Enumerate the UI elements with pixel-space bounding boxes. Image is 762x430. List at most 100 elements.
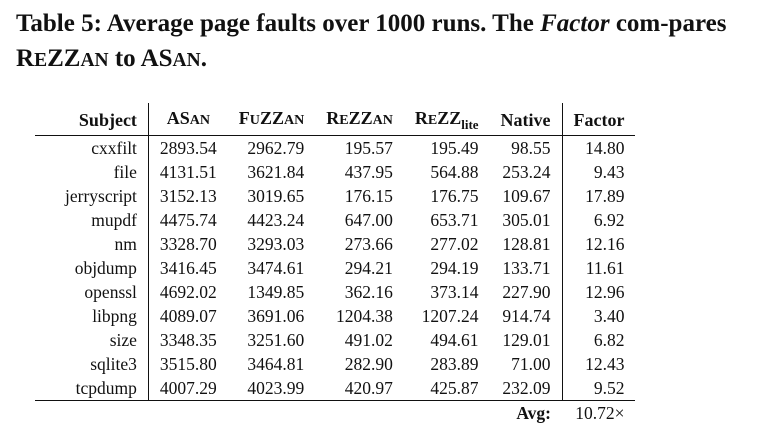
header-factor: Factor xyxy=(561,103,636,136)
cell-native: 305.01 xyxy=(502,210,551,230)
table-row: openssl 4692.02 1349.85 362.16 373.14 227.90 1… xyxy=(35,280,636,304)
header-rezzan: REZZAN xyxy=(326,108,393,128)
caption-rezzan: REZZAN xyxy=(16,45,109,72)
caption-text-middle: com-pares xyxy=(615,10,727,37)
table-row: size 3348.35 3251.60 491.02 494.61 129.01 6.82 xyxy=(35,328,636,352)
cell-subject: cxxfilt xyxy=(35,135,149,160)
cell-fuzzan: 3251.60 xyxy=(247,330,305,350)
cell-rezz-lite: 653.71 xyxy=(430,210,479,230)
cell-native: 253.24 xyxy=(502,162,551,182)
cell-asan: 3416.45 xyxy=(159,258,217,278)
header-subject: Subject xyxy=(35,103,149,136)
table-row: mupdf 4475.74 4423.24 647.00 653.71 305.01 6.9… xyxy=(35,208,636,232)
cell-subject: file xyxy=(35,160,149,184)
cell-rezz-lite: 283.89 xyxy=(430,354,479,374)
cell-rezzan: 176.15 xyxy=(344,186,393,206)
cell-subject: nm xyxy=(35,232,149,256)
cell-rezzan: 282.90 xyxy=(344,354,393,374)
cell-subject: sqlite3 xyxy=(35,352,149,376)
cell-factor: 12.43 xyxy=(561,352,636,376)
average-row: Avg: 10.72× xyxy=(35,401,635,426)
table-row: jerryscript 3152.13 3019.65 176.15 176.75 109… xyxy=(35,184,636,208)
cell-fuzzan: 3691.06 xyxy=(247,306,305,326)
cell-native: 232.09 xyxy=(502,378,551,398)
cell-rezz-lite: 425.87 xyxy=(430,378,479,398)
cell-asan: 3328.70 xyxy=(159,234,217,254)
cell-rezzan: 294.21 xyxy=(344,258,393,278)
cell-asan: 3152.13 xyxy=(159,186,217,206)
cell-factor: 17.89 xyxy=(561,184,636,208)
average-label: Avg: xyxy=(516,403,552,423)
cell-subject: mupdf xyxy=(35,208,149,232)
table-row: cxxfilt 2893.54 2962.79 195.57 195.49 98.55 14… xyxy=(35,135,636,160)
cell-asan: 4131.51 xyxy=(159,162,217,182)
table-header-row: Subject ASAN FUZZAN REZZAN REZZlite Nati… xyxy=(35,103,636,136)
cell-fuzzan: 1349.85 xyxy=(247,282,305,302)
cell-rezz-lite: 294.19 xyxy=(430,258,479,278)
cell-subject: size xyxy=(35,328,149,352)
cell-native: 129.01 xyxy=(502,330,551,350)
cell-subject: libpng xyxy=(35,304,149,328)
cell-factor: 12.16 xyxy=(561,232,636,256)
header-native: Native xyxy=(500,110,551,130)
cell-rezz-lite: 277.02 xyxy=(430,234,479,254)
cell-asan: 4692.02 xyxy=(159,282,217,302)
cell-fuzzan: 3019.65 xyxy=(247,186,305,206)
cell-asan: 3515.80 xyxy=(159,354,217,374)
table-row: objdump 3416.45 3474.61 294.21 294.19 133.71 1… xyxy=(35,256,636,280)
cell-rezz-lite: 176.75 xyxy=(430,186,479,206)
cell-subject: openssl xyxy=(35,280,149,304)
table-row: file 4131.51 3621.84 437.95 564.88 253.24 9.43 xyxy=(35,160,636,184)
table-row: nm 3328.70 3293.03 273.66 277.02 128.81 12.16 xyxy=(35,232,636,256)
cell-rezzan: 491.02 xyxy=(344,330,393,350)
average-value: 10.72× xyxy=(575,403,625,423)
cell-native: 914.74 xyxy=(502,306,551,326)
cell-fuzzan: 3621.84 xyxy=(247,162,305,182)
cell-native: 128.81 xyxy=(502,234,551,254)
caption-factor-word: Factor xyxy=(540,10,610,37)
cell-native: 133.71 xyxy=(502,258,551,278)
cell-factor: 12.96 xyxy=(561,280,636,304)
cell-native: 98.55 xyxy=(511,138,551,158)
cell-rezzan: 1204.38 xyxy=(336,306,393,326)
cell-native: 71.00 xyxy=(511,354,551,374)
cell-factor: 9.43 xyxy=(561,160,636,184)
cell-subject: jerryscript xyxy=(35,184,149,208)
cell-fuzzan: 3464.81 xyxy=(247,354,305,374)
cell-subject: tcpdump xyxy=(35,376,149,401)
cell-asan: 3348.35 xyxy=(159,330,217,350)
cell-factor: 6.82 xyxy=(561,328,636,352)
caption-to: to xyxy=(114,45,136,72)
cell-factor: 14.80 xyxy=(561,135,636,160)
table-caption: Table 5: Average page faults over 1000 r… xyxy=(16,10,727,72)
cell-factor: 6.92 xyxy=(561,208,636,232)
cell-asan: 2893.54 xyxy=(159,138,217,158)
table-row: sqlite3 3515.80 3464.81 282.90 283.89 71.00 12… xyxy=(35,352,636,376)
cell-rezz-lite: 195.49 xyxy=(430,138,479,158)
cell-rezzan: 420.97 xyxy=(344,378,393,398)
header-fuzzan: FUZZAN xyxy=(238,108,305,128)
cell-fuzzan: 2962.79 xyxy=(247,138,305,158)
cell-factor: 3.40 xyxy=(561,304,636,328)
caption-asan: ASAN xyxy=(140,45,201,72)
cell-fuzzan: 4023.99 xyxy=(247,378,305,398)
cell-rezz-lite: 494.61 xyxy=(430,330,479,350)
cell-fuzzan: 4423.24 xyxy=(247,210,305,230)
cell-subject: objdump xyxy=(35,256,149,280)
cell-rezz-lite: 1207.24 xyxy=(421,306,479,326)
cell-asan: 4089.07 xyxy=(159,306,217,326)
table-row: libpng 4089.07 3691.06 1204.38 1207.24 914.74… xyxy=(35,304,636,328)
cell-factor: 9.52 xyxy=(561,376,636,401)
caption-text: Average page faults over 1000 runs. The xyxy=(106,10,534,37)
cell-rezzan: 437.95 xyxy=(344,162,393,182)
cell-rezzan: 195.57 xyxy=(344,138,393,158)
header-rezz-lite: REZZlite xyxy=(414,108,479,132)
cell-rezz-lite: 564.88 xyxy=(430,162,479,182)
cell-rezzan: 273.66 xyxy=(344,234,393,254)
cell-fuzzan: 3293.03 xyxy=(247,234,305,254)
cell-rezz-lite: 373.14 xyxy=(430,282,479,302)
cell-asan: 4007.29 xyxy=(159,378,217,398)
header-asan: ASAN xyxy=(166,108,210,128)
cell-rezzan: 647.00 xyxy=(344,210,393,230)
caption-label: Table 5: xyxy=(16,10,102,37)
